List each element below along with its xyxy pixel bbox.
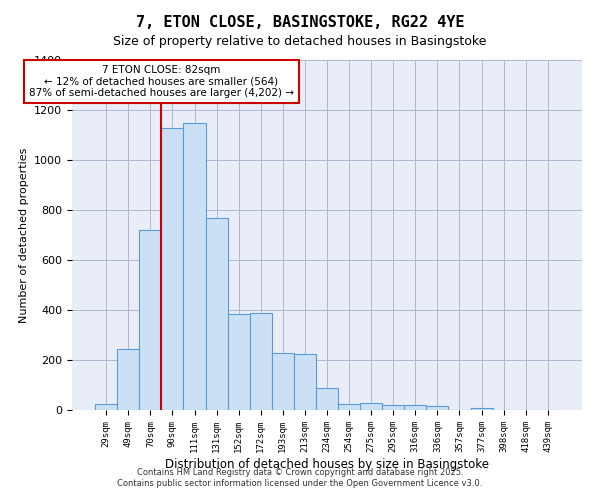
Y-axis label: Number of detached properties: Number of detached properties — [19, 148, 29, 322]
Bar — [117, 349, 139, 410]
Bar — [316, 388, 338, 410]
Bar — [404, 405, 427, 410]
Bar — [184, 122, 206, 410]
Bar — [95, 404, 117, 410]
Bar — [139, 230, 161, 410]
Text: 7, ETON CLOSE, BASINGSTOKE, RG22 4YE: 7, ETON CLOSE, BASINGSTOKE, RG22 4YE — [136, 15, 464, 30]
Bar — [338, 404, 360, 410]
Bar — [161, 128, 184, 410]
Text: Contains HM Land Registry data © Crown copyright and database right 2025.
Contai: Contains HM Land Registry data © Crown c… — [118, 468, 482, 487]
Bar — [427, 406, 448, 410]
Bar — [227, 314, 250, 410]
Bar — [206, 218, 227, 410]
Bar — [470, 408, 493, 410]
Bar — [360, 402, 382, 410]
Bar — [250, 312, 272, 410]
Text: 7 ETON CLOSE: 82sqm
← 12% of detached houses are smaller (564)
87% of semi-detac: 7 ETON CLOSE: 82sqm ← 12% of detached ho… — [29, 65, 294, 98]
Text: Size of property relative to detached houses in Basingstoke: Size of property relative to detached ho… — [113, 35, 487, 48]
Bar — [294, 354, 316, 410]
Bar — [272, 352, 294, 410]
Bar — [382, 405, 404, 410]
X-axis label: Distribution of detached houses by size in Basingstoke: Distribution of detached houses by size … — [165, 458, 489, 470]
